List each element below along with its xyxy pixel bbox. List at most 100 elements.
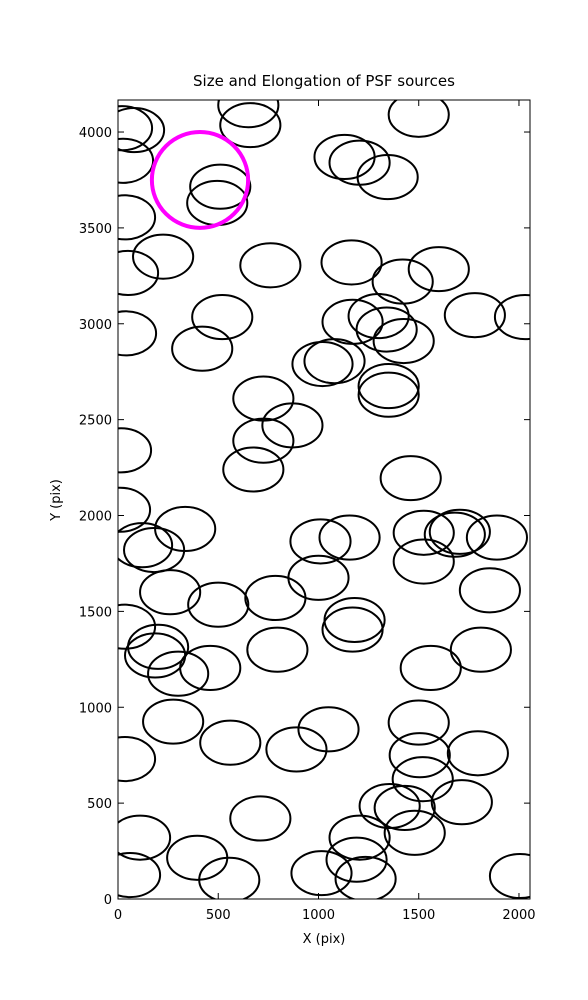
psf-ellipse (446, 730, 509, 777)
psf-ellipse (291, 340, 354, 388)
psf-ellipse (229, 795, 292, 842)
psf-ellipse (372, 317, 435, 365)
psf-ellipse (179, 644, 242, 691)
psf-ellipse (328, 139, 391, 186)
psf-ellipse (325, 836, 388, 883)
psf-ellipse (118, 310, 158, 357)
psf-ellipse (191, 294, 254, 341)
psf-ellipse (124, 632, 187, 679)
psf-ellipse (139, 569, 202, 616)
psf-ellipse (423, 511, 486, 558)
psf-ellipse (149, 130, 251, 230)
psf-ellipse (357, 363, 420, 410)
psf-ellipse (132, 233, 195, 280)
psf-ellipse (246, 626, 309, 673)
psf-ellipse (328, 814, 391, 861)
psf-ellipse (118, 137, 155, 184)
y-tick-label: 2500 (79, 414, 112, 429)
psf-ellipse (318, 514, 381, 561)
psf-ellipse (118, 107, 166, 154)
psf-ellipse (147, 650, 210, 697)
psf-ellipse (303, 338, 366, 385)
psf-ellipse (187, 581, 250, 628)
psf-ellipse (171, 325, 234, 372)
chart-title: Size and Elongation of PSF sources (193, 72, 455, 90)
y-tick-label: 3000 (79, 318, 112, 333)
psf-ellipse (297, 706, 360, 753)
psf-ellipse (428, 508, 491, 555)
x-tick-label: 1000 (302, 908, 335, 923)
psf-ellipse (388, 732, 451, 779)
psf-ellipse (356, 154, 419, 201)
psf-ellipse (239, 242, 302, 289)
psf-ellipse (391, 756, 454, 803)
psf-ellipse (458, 567, 521, 614)
plot-area (118, 100, 530, 899)
psf-ellipse (357, 371, 420, 418)
y-tick-label: 0 (104, 893, 112, 908)
x-tick-label: 0 (114, 908, 122, 923)
psf-ellipse (465, 514, 528, 561)
psf-ellipse (323, 596, 386, 644)
psf-ellipse (373, 784, 436, 831)
psf-ellipse (118, 427, 153, 474)
psf-ellipse (198, 856, 261, 899)
y-tick-label: 4000 (79, 126, 112, 141)
psf-ellipse (189, 163, 252, 210)
psf-ellipse (199, 719, 262, 766)
psf-ellipse (290, 850, 353, 897)
psf-ellipse (219, 102, 282, 149)
y-tick-label: 1000 (79, 701, 112, 716)
psf-ellipse (118, 522, 174, 569)
x-axis-label: X (pix) (303, 932, 346, 947)
psf-ellipse (407, 246, 470, 293)
psf-ellipse (186, 179, 249, 227)
psf-ellipse (430, 779, 493, 826)
psf-ellipse (387, 100, 450, 138)
psf-ellipse (449, 626, 512, 673)
psf-ellipse (142, 698, 205, 745)
psf-ellipse (287, 554, 350, 601)
psf-ellipse (321, 606, 384, 653)
psf-ellipse (232, 417, 295, 464)
psf-ellipse (166, 834, 229, 881)
psf-ellipse (371, 258, 434, 305)
x-tick-label: 2000 (502, 908, 535, 923)
psf-ellipse (232, 375, 295, 422)
psf-ellipse (488, 852, 530, 899)
psf-ellipse (493, 294, 530, 341)
y-tick-label: 1500 (79, 605, 112, 620)
psf-ellipse (355, 306, 418, 353)
psf-ellipse (118, 486, 152, 533)
psf-ellipse (118, 194, 157, 241)
psf-ellipse (244, 574, 307, 622)
psf-ellipse (392, 538, 455, 585)
psf-ellipse (123, 526, 186, 574)
axes-frame (117, 99, 531, 900)
psf-ellipse (265, 726, 328, 773)
psf-ellipse (399, 644, 462, 691)
x-tick-label: 1500 (402, 908, 435, 923)
psf-ellipse (118, 603, 157, 650)
psf-ellipse (222, 446, 285, 493)
y-tick-label: 3500 (79, 222, 112, 237)
psf-ellipse (379, 455, 442, 502)
y-axis-label: Y (pix) (49, 479, 64, 522)
psf-ellipse (320, 239, 383, 286)
psf-ellipse (118, 249, 160, 296)
psf-ellipse (289, 518, 352, 565)
x-tick-label: 500 (206, 908, 231, 923)
y-tick-label: 500 (87, 797, 112, 812)
psf-ellipse (118, 735, 157, 783)
psf-ellipse (334, 855, 397, 899)
psf-ellipse (383, 809, 446, 856)
psf-ellipse (392, 509, 455, 556)
psf-ellipse (387, 699, 450, 746)
psf-ellipse (443, 292, 506, 339)
y-tick-label: 2000 (79, 510, 112, 525)
psf-ellipse (347, 293, 410, 340)
psf-ellipse (261, 402, 324, 449)
psf-ellipse (118, 814, 172, 861)
psf-ellipse (118, 851, 162, 899)
